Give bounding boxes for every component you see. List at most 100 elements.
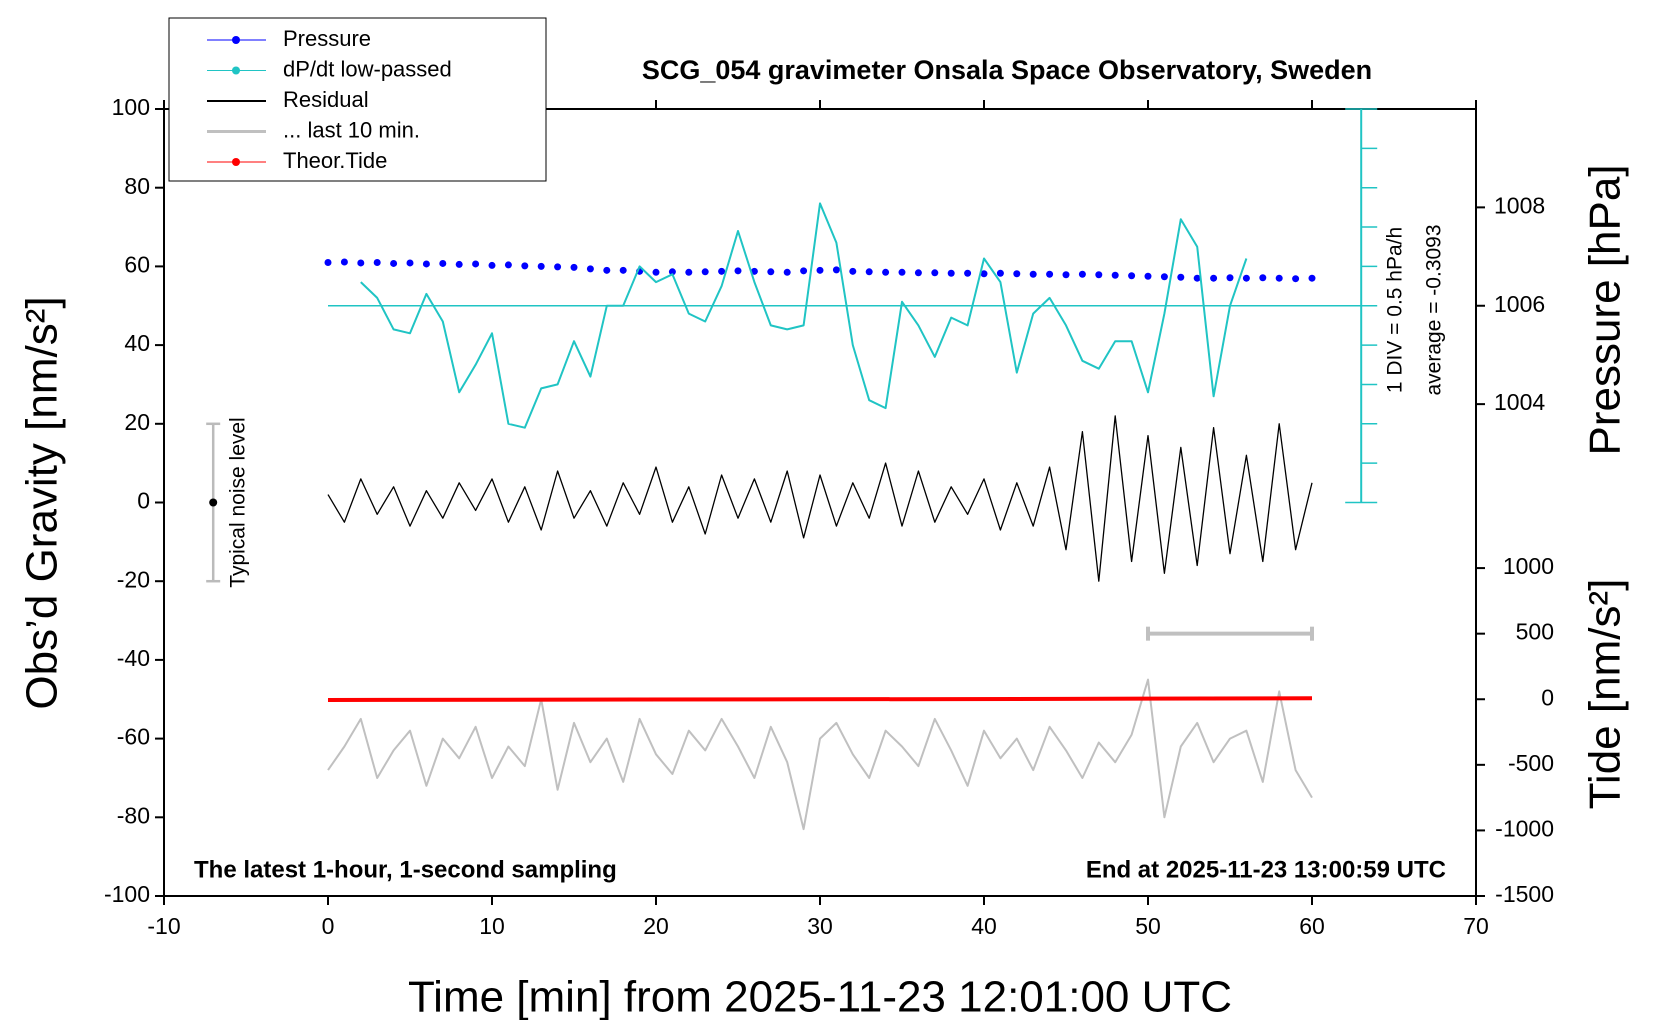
legend-label: dP/dt low-passed	[283, 56, 452, 81]
legend-marker	[232, 36, 240, 44]
x-tick-label: 40	[971, 913, 997, 939]
pressure-point	[898, 268, 906, 276]
pressure-axis-label: Pressure [hPa]	[1581, 164, 1630, 455]
pressure-point	[570, 263, 578, 271]
pressure-point	[390, 259, 398, 267]
x-tick-label: 20	[643, 913, 669, 939]
pressure-point	[406, 259, 414, 267]
legend-label: Pressure	[283, 26, 371, 51]
pressure-point	[586, 265, 594, 273]
y-tick-label: -80	[117, 802, 150, 828]
y-tick-label: 100	[112, 94, 150, 120]
legend-box	[168, 17, 547, 182]
y-tick-label: -100	[104, 881, 150, 907]
y-tick-label: 80	[124, 173, 150, 199]
y2-tick-label: 1004	[1494, 389, 1545, 415]
y-tick-label: 60	[124, 251, 150, 277]
pressure-point	[619, 266, 627, 274]
y3-tick-label: -1500	[1495, 881, 1554, 907]
pressure-point	[373, 258, 381, 266]
pressure-point	[882, 268, 890, 276]
pressure-point	[865, 268, 873, 276]
series-line	[327, 696, 1313, 702]
y-tick-label: -60	[117, 724, 150, 750]
legend-label: Theor.Tide	[283, 148, 387, 173]
pressure-point	[422, 260, 430, 268]
pressure-point	[816, 266, 824, 274]
pressure-point	[685, 268, 693, 276]
x-tick-label: 50	[1135, 913, 1161, 939]
dpdt-div-label: 1 DIV = 0.5 hPa/h	[1384, 227, 1407, 393]
y-axis-label: Obs’d Gravity [nm/s²]	[18, 296, 67, 709]
x-tick-label: 70	[1463, 913, 1489, 939]
pressure-point	[1078, 270, 1086, 278]
y3-tick-label: -1000	[1495, 815, 1554, 841]
pressure-point	[783, 268, 791, 276]
y-tick-label: 0	[137, 488, 150, 514]
legend-label: Residual	[283, 87, 369, 112]
pressure-point	[504, 261, 512, 269]
y2-tick-label: 1008	[1494, 192, 1545, 218]
pressure-point	[324, 258, 332, 266]
pressure-point	[668, 268, 676, 276]
pressure-point	[1226, 274, 1234, 282]
pressure-point	[767, 268, 775, 276]
y3-tick-label: -500	[1508, 750, 1554, 776]
noise-label: Typical noise level	[227, 417, 250, 587]
legend: Pressure dP/dt low-passed Residual ... last…	[168, 17, 547, 182]
pressure-point	[1275, 274, 1283, 282]
pressure-point	[980, 270, 988, 278]
x-tick-label: 60	[1299, 913, 1325, 939]
pressure-point	[521, 262, 529, 270]
footnote: End at 2025-11-23 13:00:59 UTC	[1086, 856, 1446, 883]
series-line	[360, 202, 1248, 429]
pressure-point	[1259, 274, 1267, 282]
pressure-point	[931, 269, 939, 277]
pressure-point	[964, 269, 972, 277]
pressure-point	[1193, 274, 1201, 282]
chart-title: SCG_054 gravimeter Onsala Space Observat…	[642, 55, 1372, 85]
pressure-point	[800, 267, 808, 275]
pressure-point	[849, 267, 857, 275]
legend-label: ... last 10 min.	[283, 117, 420, 142]
pressure-point	[750, 267, 758, 275]
pressure-point	[1111, 271, 1119, 279]
pressure-point	[603, 266, 611, 274]
pressure-point	[537, 262, 545, 270]
y-tick-label: -20	[117, 566, 150, 592]
y3-tick-label: 0	[1541, 684, 1554, 710]
pressure-point	[1210, 274, 1218, 282]
x-tick-label: 30	[807, 913, 833, 939]
y2-tick-label: 1006	[1494, 291, 1545, 317]
pressure-point	[340, 258, 348, 266]
x-axis-label: Time [min] from 2025-11-23 12:01:00 UTC	[408, 973, 1232, 1020]
y-tick-label: 40	[124, 330, 150, 356]
pressure-point	[652, 268, 660, 276]
pressure-point	[554, 263, 562, 271]
pressure-point	[1013, 270, 1021, 278]
pressure-point	[701, 268, 709, 276]
y-tick-label: -40	[117, 645, 150, 671]
pressure-point	[472, 260, 480, 268]
pressure-point	[1144, 272, 1152, 280]
pressure-point	[1160, 273, 1168, 281]
legend-marker	[232, 158, 240, 166]
pressure-point	[1046, 270, 1054, 278]
pressure-point	[1062, 271, 1070, 279]
pressure-point	[357, 259, 365, 267]
pressure-point	[734, 267, 742, 275]
series-line	[327, 678, 1313, 831]
pressure-point	[1095, 271, 1103, 279]
pressure-point	[455, 260, 463, 268]
pressure-point	[947, 269, 955, 277]
pressure-point	[1128, 272, 1136, 280]
pressure-point	[1308, 274, 1316, 282]
x-tick-label: 10	[479, 913, 505, 939]
legend-marker	[232, 66, 240, 75]
x-tick-label: 0	[322, 913, 335, 939]
pressure-point	[914, 269, 922, 277]
noise-center	[209, 498, 218, 507]
y3-tick-label: 1000	[1503, 553, 1554, 579]
footnote: The latest 1-hour, 1-second sampling	[194, 856, 617, 883]
